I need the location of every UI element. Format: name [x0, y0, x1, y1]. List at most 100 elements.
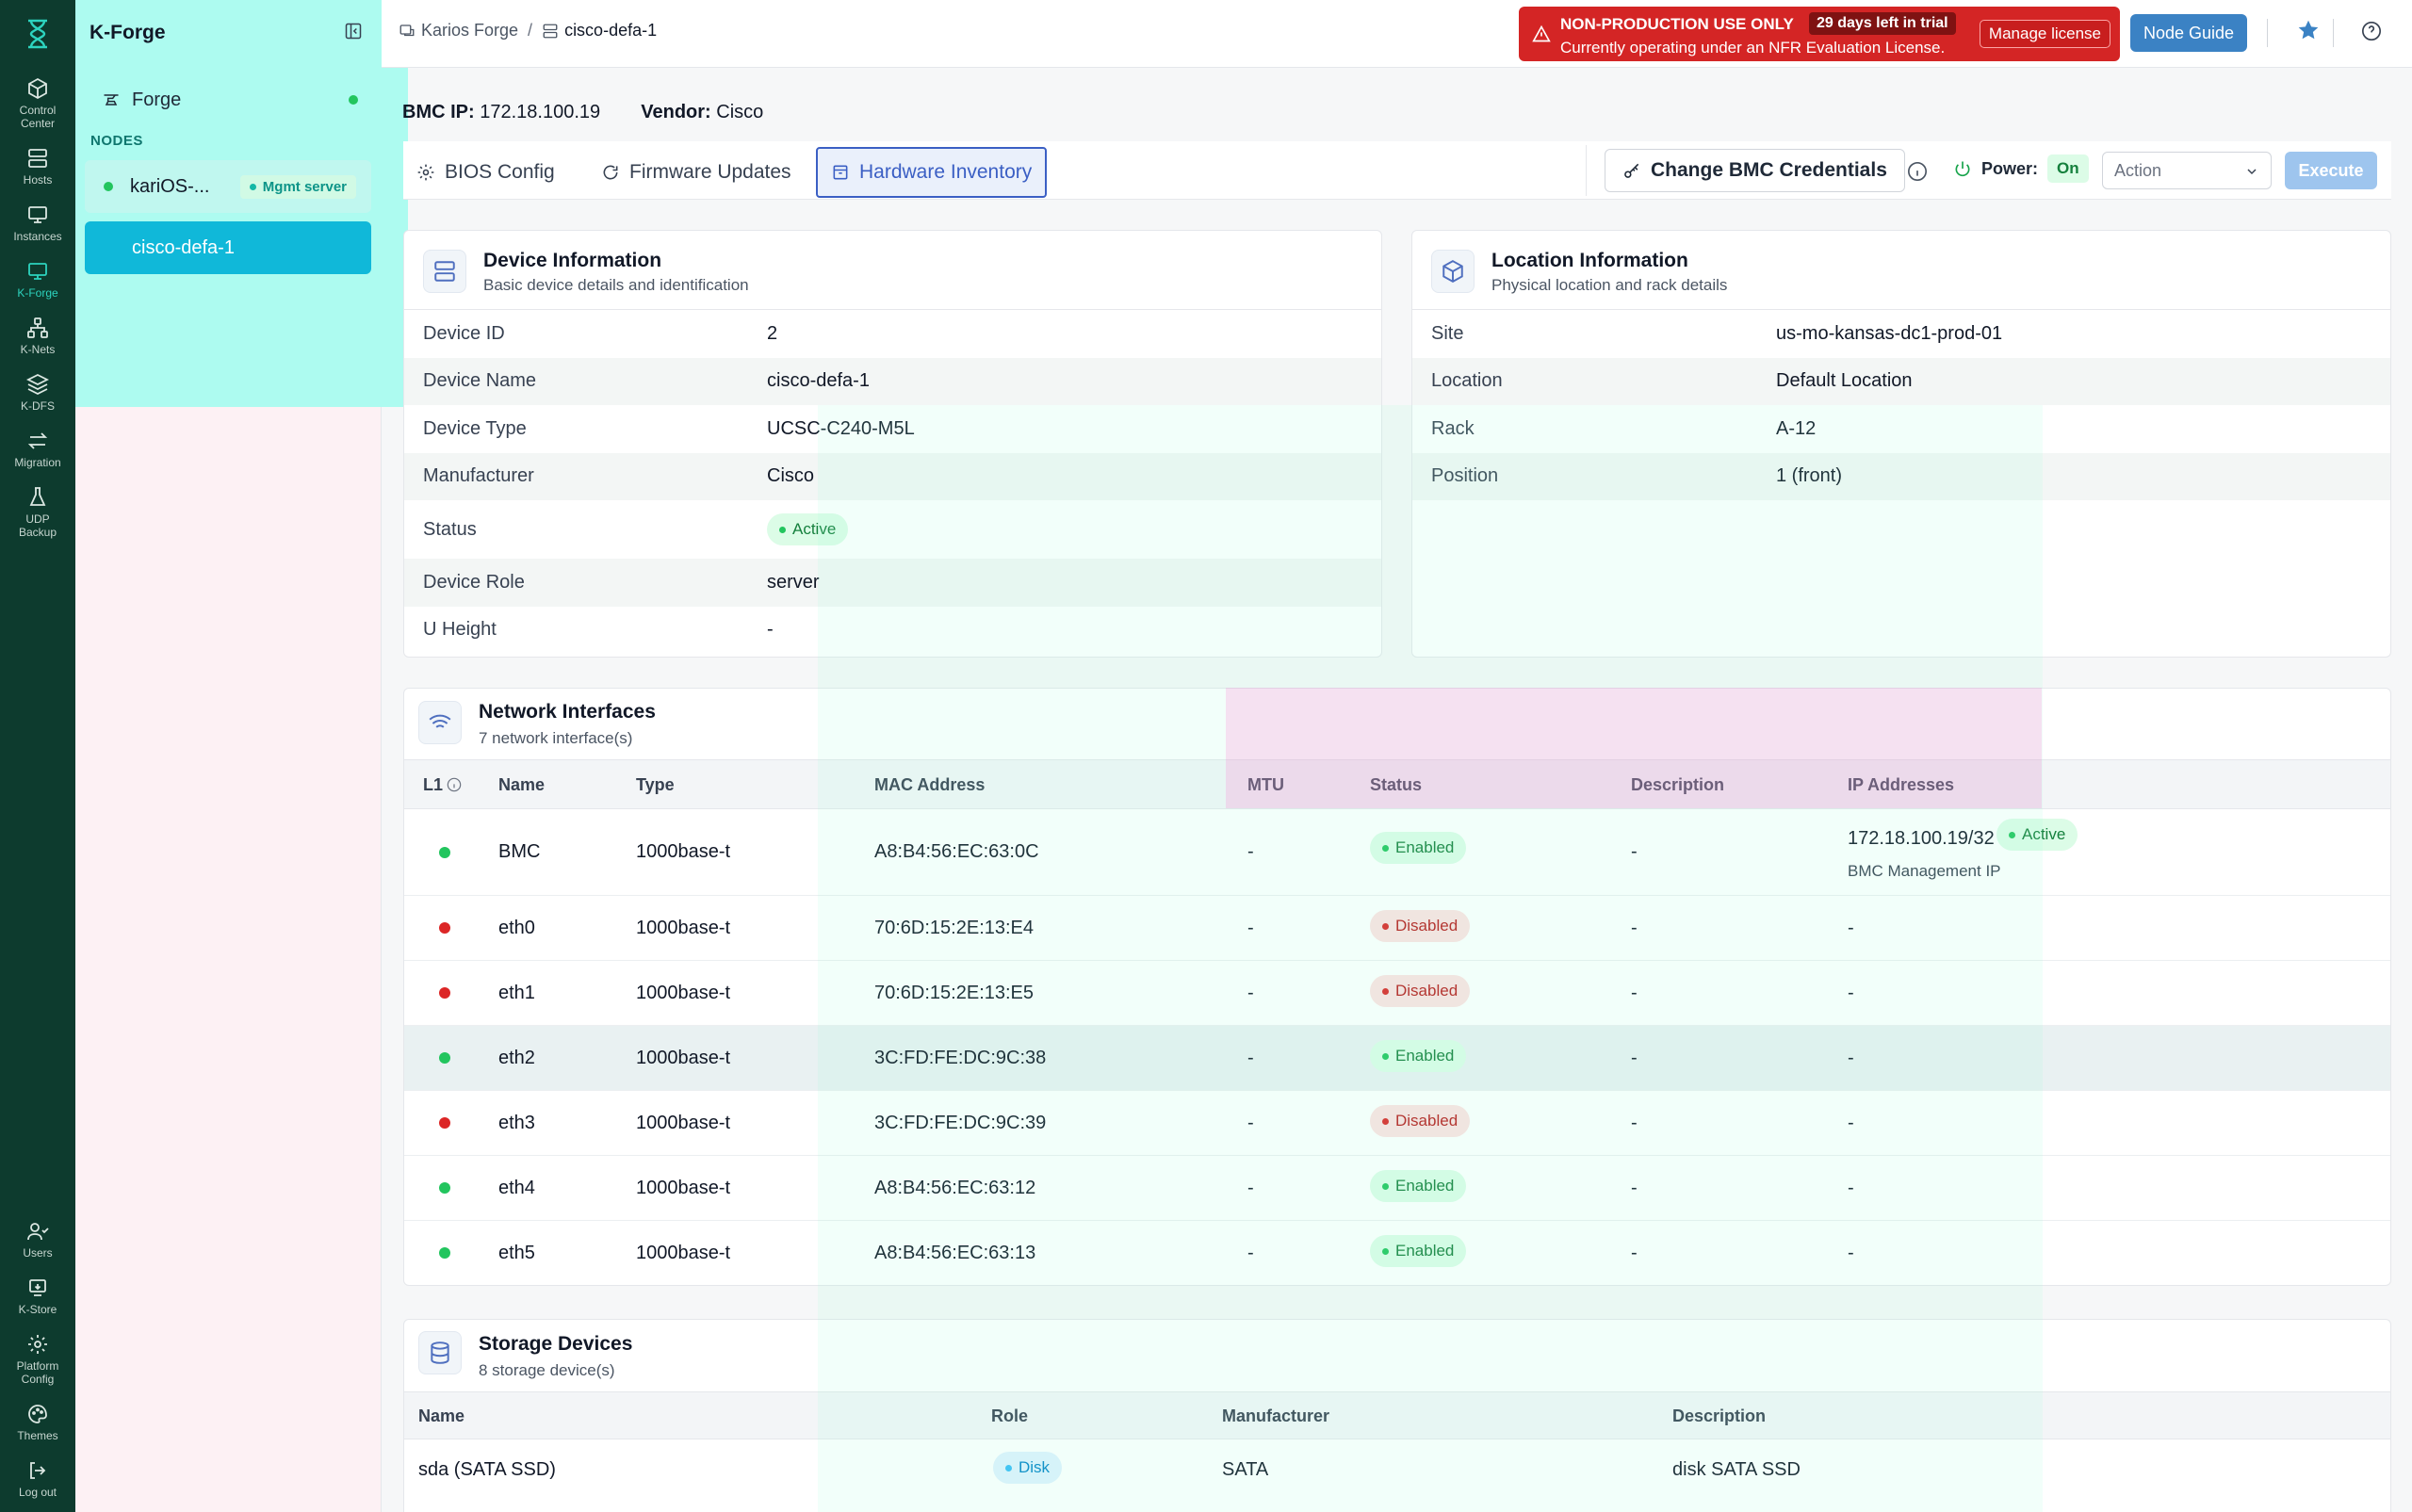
rail-users[interactable]: Users — [0, 1211, 75, 1267]
action-select[interactable]: Action — [2102, 152, 2272, 189]
rail-migration[interactable]: Migration — [0, 420, 75, 477]
bmc-info-button[interactable] — [1907, 161, 1928, 187]
col-type[interactable]: Type — [636, 775, 675, 794]
col-mac[interactable]: MAC Address — [874, 775, 986, 794]
anvil-icon — [104, 94, 119, 106]
card-title: Location Information — [1491, 250, 1688, 271]
col-description[interactable]: Description — [1672, 1406, 1767, 1425]
ip-note: BMC Management IP — [1848, 862, 2001, 880]
rail-platform-config[interactable]: Platform Config — [0, 1324, 75, 1393]
rail-k-forge[interactable]: K-Forge — [0, 251, 75, 307]
help-icon — [2362, 22, 2381, 41]
kv-row: Position 1 (front) — [1412, 452, 2390, 500]
collapse-sidebar-button[interactable] — [344, 22, 363, 45]
rail-control-center[interactable]: Control Center — [0, 68, 75, 138]
cell-ip: - — [1848, 918, 1854, 938]
breadcrumb-root[interactable]: Karios Forge — [421, 21, 519, 40]
rail-hosts[interactable]: Hosts — [0, 138, 75, 194]
node-label: cisco-defa-1 — [132, 236, 235, 258]
manage-license-button[interactable]: Manage license — [1979, 20, 2110, 48]
kv-key: Device Type — [423, 417, 527, 439]
node-item-karios[interactable]: kariOS-... Mgmt server — [85, 160, 371, 213]
tab-bar: BIOS Config Firmware Updates Hardware In… — [403, 141, 2391, 200]
help-button[interactable] — [2361, 21, 2382, 46]
app-logo[interactable] — [0, 0, 75, 68]
node-item-cisco-defa-1[interactable]: cisco-defa-1 — [85, 221, 371, 274]
layers-icon — [26, 373, 49, 396]
kv-row: Manufacturer Cisco — [404, 452, 1381, 500]
table-row[interactable]: eth0 1000base-t 70:6D:15:2E:13:E4 - Disa… — [404, 896, 2390, 961]
rail-instances[interactable]: Instances — [0, 194, 75, 251]
col-description[interactable]: Description — [1631, 775, 1725, 794]
cell-name: eth1 — [498, 983, 535, 1003]
rail-k-store[interactable]: K-Store — [0, 1267, 75, 1324]
palette-icon — [28, 1405, 47, 1423]
kv-key: Device Name — [423, 370, 537, 392]
cell-name: eth3 — [498, 1113, 535, 1133]
rail-k-nets[interactable]: K-Nets — [0, 307, 75, 364]
nav-item-forge[interactable]: Forge — [87, 83, 369, 117]
table-row[interactable]: eth3 1000base-t 3C:FD:FE:DC:9C:39 - Disa… — [404, 1091, 2390, 1156]
kv-key: Device ID — [423, 322, 505, 344]
card-header: Device Information Basic device details … — [404, 231, 1381, 310]
cell-manufacturer: SATA — [1222, 1459, 1269, 1480]
status-badge: Enabled — [1370, 1170, 1467, 1202]
col-l1: L1 — [423, 775, 462, 795]
table-row[interactable]: eth1 1000base-t 70:6D:15:2E:13:E5 - Disa… — [404, 961, 2390, 1026]
table-row[interactable]: sda (SATA SSD) Disk SATA disk SATA SSD — [404, 1439, 2390, 1502]
rail-k-dfs[interactable]: K-DFS — [0, 364, 75, 420]
nfr-title: NON-PRODUCTION USE ONLY — [1560, 15, 1794, 33]
table-row[interactable]: eth4 1000base-t A8:B4:56:EC:63:12 - Enab… — [404, 1156, 2390, 1221]
table-row[interactable]: eth5 1000base-t A8:B4:56:EC:63:13 - Enab… — [404, 1221, 2390, 1285]
cell-mac: 70:6D:15:2E:13:E4 — [874, 918, 1035, 938]
cell-name: eth0 — [498, 918, 535, 938]
col-role[interactable]: Role — [991, 1406, 1029, 1425]
nodes-section-label: NODES — [90, 133, 143, 149]
server-icon — [28, 149, 47, 168]
vendor-label: Vendor: — [641, 102, 711, 122]
execute-button[interactable]: Execute — [2285, 152, 2377, 189]
cell-type: 1000base-t — [636, 1048, 731, 1068]
cell-mac: A8:B4:56:EC:63:13 — [874, 1243, 1036, 1263]
favorite-button[interactable] — [2296, 18, 2321, 47]
card-header: Storage Devices 8 storage device(s) — [404, 1320, 2390, 1392]
rail-udp-backup[interactable]: UDP Backup — [0, 477, 75, 546]
link-up-dot — [439, 1052, 450, 1064]
power-status: Power: On — [1953, 154, 2089, 183]
kv-row: Device ID 2 — [404, 310, 1381, 358]
forge-icon — [399, 24, 415, 36]
card-header: Network Interfaces 7 network interface(s… — [404, 689, 2390, 760]
rail-themes[interactable]: Themes — [0, 1393, 75, 1450]
col-status[interactable]: Status — [1370, 775, 1423, 794]
kv-key: Site — [1431, 322, 1464, 344]
tab-bios-config[interactable]: BIOS Config — [403, 147, 568, 198]
col-name[interactable]: Name — [418, 1406, 465, 1425]
node-label: kariOS-... — [130, 175, 210, 197]
logout-icon — [30, 1462, 46, 1479]
kv-row: U Height - — [404, 607, 1381, 655]
tab-firmware-updates[interactable]: Firmware Updates — [588, 147, 805, 198]
cell-ip: - — [1848, 1178, 1854, 1198]
table-row[interactable]: eth2 1000base-t 3C:FD:FE:DC:9C:38 - Enab… — [404, 1026, 2390, 1091]
location-info-rows: Site us-mo-kansas-dc1-prod-01 Location Def… — [1412, 310, 2390, 500]
tab-hardware-inventory[interactable]: Hardware Inventory — [816, 147, 1048, 198]
col-ip-addresses[interactable]: IP Addresses — [1848, 775, 1955, 794]
cell-mtu: - — [1247, 1048, 1254, 1068]
change-bmc-credentials-button[interactable]: Change BMC Credentials — [1605, 149, 1905, 192]
network-interfaces-card: Network Interfaces 7 network interface(s… — [403, 688, 2391, 1286]
table-row[interactable]: BMC 1000base-t A8:B4:56:EC:63:0C - Enabl… — [404, 809, 2390, 896]
col-manufacturer[interactable]: Manufacturer — [1222, 1406, 1330, 1425]
cell-mac: 70:6D:15:2E:13:E5 — [874, 983, 1035, 1003]
key-icon — [1624, 163, 1639, 178]
node-guide-button[interactable]: Node Guide — [2130, 14, 2248, 52]
link-down-dot — [439, 1117, 450, 1129]
cell-description: - — [1631, 1243, 1638, 1263]
cell-mtu: - — [1247, 1113, 1254, 1133]
cell-ip: - — [1848, 983, 1854, 1003]
cell-name: eth4 — [498, 1178, 535, 1198]
col-mtu[interactable]: MTU — [1247, 775, 1284, 794]
rail-log-out[interactable]: Log out — [0, 1450, 75, 1512]
status-badge: Disabled — [1370, 975, 1471, 1007]
col-name[interactable]: Name — [498, 775, 546, 794]
info-icon[interactable] — [443, 775, 462, 794]
